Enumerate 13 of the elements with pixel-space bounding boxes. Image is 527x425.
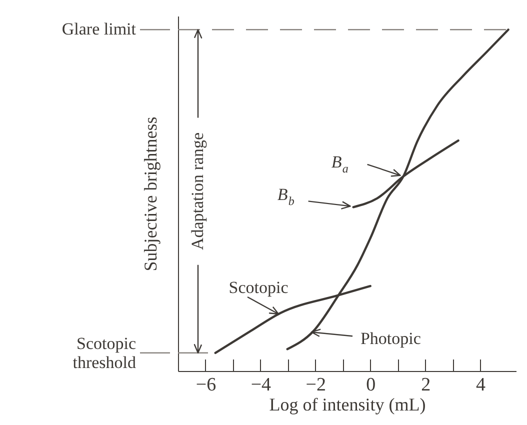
- annotation: Adaptation range: [188, 132, 207, 250]
- x-tick-label: 2: [421, 374, 431, 396]
- x-tick-label: −2: [306, 374, 326, 396]
- x-tick-label: 0: [366, 374, 376, 396]
- text: Photopic: [360, 329, 422, 348]
- x-tick-label: −4: [250, 374, 272, 396]
- x-axis-title: Log of intensity (mL): [269, 394, 426, 414]
- ref-line-label: Scotopic threshold: [72, 334, 136, 372]
- y-axis-title: Subjective brightness: [140, 116, 160, 272]
- x-tick-label: 4: [476, 374, 486, 396]
- x-tick-label: −6: [196, 374, 216, 396]
- ref-line-label: Glare limit: [62, 20, 136, 39]
- series-label: Scotopic: [228, 278, 289, 297]
